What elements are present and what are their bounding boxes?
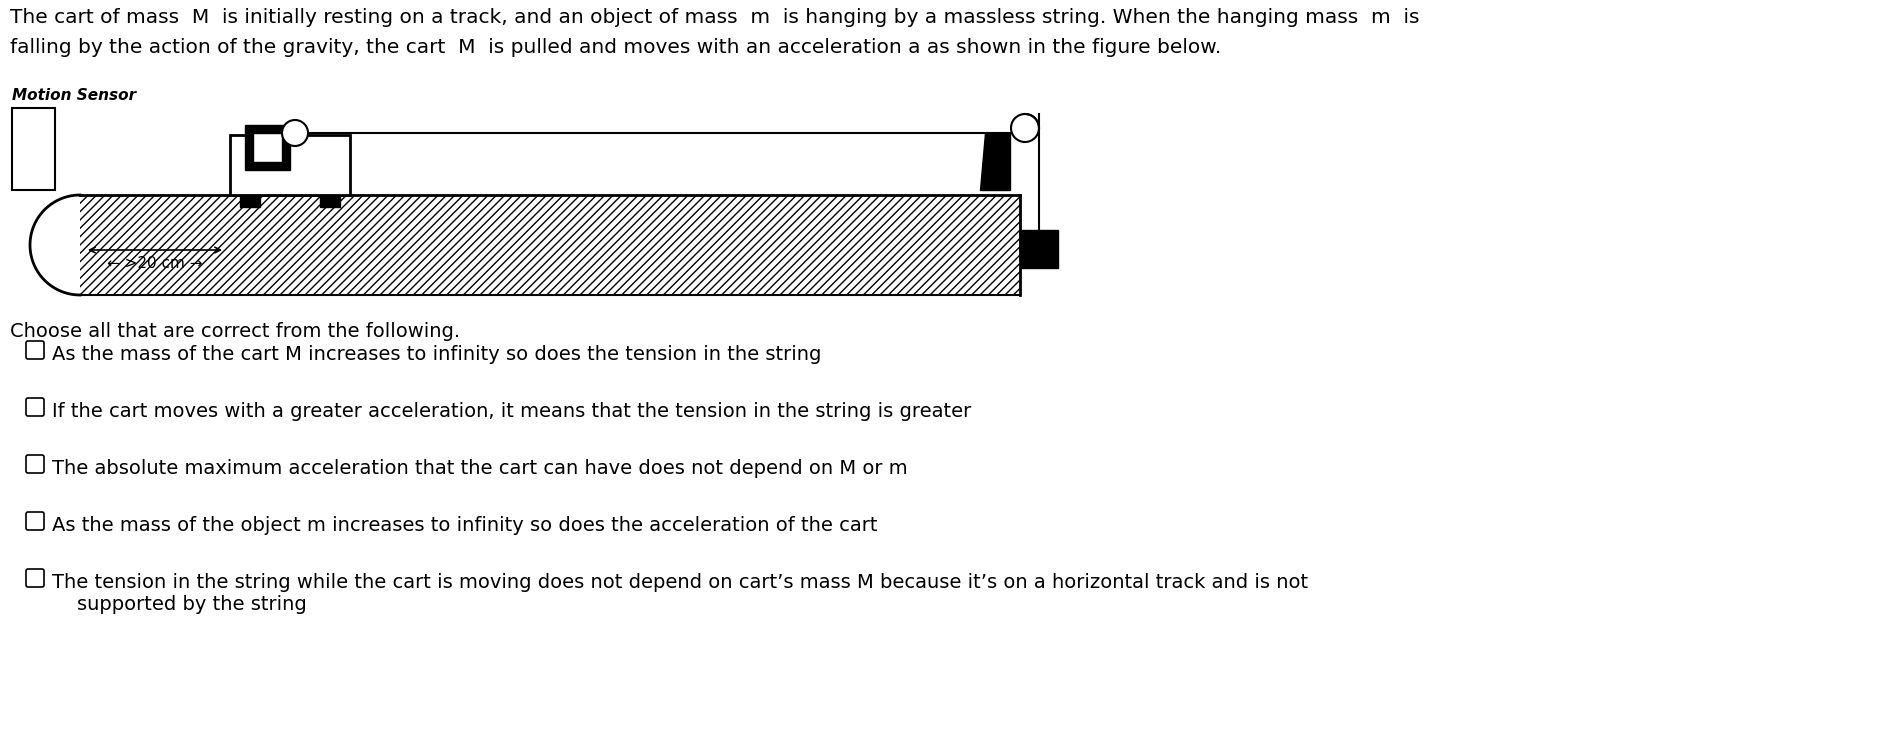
FancyBboxPatch shape bbox=[26, 512, 43, 530]
Bar bbox=[11, 108, 55, 190]
Bar bbox=[245, 125, 290, 170]
Bar bbox=[230, 135, 350, 195]
Bar bbox=[241, 195, 260, 207]
Text: Choose all that are correct from the following.: Choose all that are correct from the fol… bbox=[9, 322, 459, 341]
Text: Motion Sensor: Motion Sensor bbox=[11, 88, 136, 103]
Text: The absolute maximum acceleration that the cart can have does not depend on M or: The absolute maximum acceleration that t… bbox=[53, 459, 907, 478]
FancyBboxPatch shape bbox=[26, 341, 43, 359]
Text: The cart of mass  M  is initially resting on a track, and an object of mass  m  : The cart of mass M is initially resting … bbox=[9, 8, 1419, 27]
FancyBboxPatch shape bbox=[26, 398, 43, 416]
FancyBboxPatch shape bbox=[26, 455, 43, 473]
Text: As the mass of the cart M increases to infinity so does the tension in the strin: As the mass of the cart M increases to i… bbox=[53, 345, 821, 364]
Polygon shape bbox=[981, 133, 1011, 190]
Text: If the cart moves with a greater acceleration, it means that the tension in the : If the cart moves with a greater acceler… bbox=[53, 402, 971, 421]
Text: The tension in the string while the cart is moving does not depend on cart’s mas: The tension in the string while the cart… bbox=[53, 573, 1308, 614]
Text: As the mass of the object m increases to infinity so does the acceleration of th: As the mass of the object m increases to… bbox=[53, 516, 877, 535]
Bar bbox=[252, 133, 282, 162]
FancyBboxPatch shape bbox=[26, 569, 43, 587]
Bar bbox=[320, 195, 341, 207]
Bar bbox=[1020, 230, 1058, 268]
Circle shape bbox=[282, 120, 309, 146]
Circle shape bbox=[1011, 114, 1039, 142]
Bar bbox=[81, 195, 1020, 295]
Text: ← >20 cm →: ← >20 cm → bbox=[107, 256, 203, 271]
Text: falling by the action of the gravity, the cart  M  is pulled and moves with an a: falling by the action of the gravity, th… bbox=[9, 38, 1221, 57]
